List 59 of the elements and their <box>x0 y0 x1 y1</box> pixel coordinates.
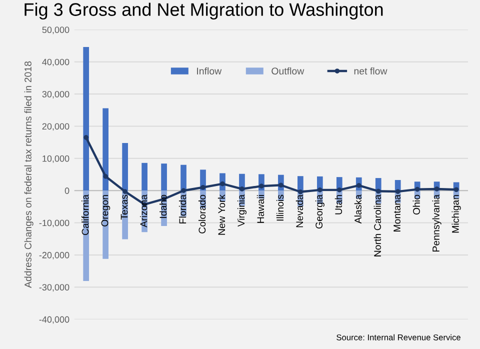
point <box>240 186 244 192</box>
point <box>317 188 322 192</box>
y-tick-label: 40,000 <box>42 58 70 66</box>
x-tick-label: Michigan <box>452 195 461 233</box>
chart-title: Fig 3 Gross and Net Migration to Washington <box>24 2 383 20</box>
point <box>103 174 108 179</box>
x-tick-label: Alaska <box>354 194 362 224</box>
point <box>395 189 400 194</box>
point <box>259 184 264 189</box>
legend-label: Inflow <box>197 67 222 75</box>
point <box>454 187 459 192</box>
bar <box>180 164 186 191</box>
bar <box>83 47 90 191</box>
point <box>376 188 381 194</box>
bar <box>375 178 382 191</box>
point <box>181 188 186 194</box>
x-tick-label: Pennsylvania <box>432 194 442 252</box>
bar <box>142 162 148 191</box>
y-tick-label: 50,000 <box>42 26 70 34</box>
point <box>414 186 420 192</box>
x-tick-label: Georgia <box>315 194 324 229</box>
point <box>298 189 303 194</box>
x-tick-label: Illinois <box>276 194 284 221</box>
x-tick-label: Nevada <box>296 194 304 228</box>
legend-label: net flow <box>354 67 388 75</box>
source-note: Source: Internal Revenue Service <box>336 334 460 340</box>
y-tick-label: 20,000 <box>42 123 70 131</box>
x-tick-label: Hawaii <box>256 195 264 223</box>
y-tick-label: 30,000 <box>42 91 70 98</box>
y-tick-label: -30,000 <box>39 284 70 292</box>
bar <box>102 108 108 191</box>
y-tick-label: 0 <box>64 188 70 194</box>
x-tick-label: Arizona <box>140 194 148 228</box>
x-tick-label: California <box>82 194 89 236</box>
bar <box>161 164 167 191</box>
x-tick-label: Colorado <box>198 194 206 234</box>
y-tick-label: -20,000 <box>39 252 70 260</box>
x-tick-label: Texas <box>120 194 128 220</box>
bar <box>298 176 304 191</box>
x-tick-label: Idaho <box>160 194 167 218</box>
bar <box>122 142 128 191</box>
point <box>200 184 206 190</box>
x-tick-label: Virginia <box>237 194 247 227</box>
x-tick-label: Utah <box>334 195 342 214</box>
x-tick-label: New York <box>218 194 226 235</box>
point <box>84 135 89 140</box>
y-tick-label: 10,000 <box>42 155 70 163</box>
y-tick-label: -10,000 <box>39 220 70 228</box>
x-tick-label: Montana <box>394 194 400 232</box>
point <box>122 189 128 194</box>
legend-label: Outflow <box>272 67 304 75</box>
bar <box>394 180 401 191</box>
x-tick-label: Florida <box>178 194 186 224</box>
point <box>336 188 342 192</box>
y-tick-label: -40,000 <box>39 316 70 324</box>
x-tick-label: Oregon <box>101 195 110 226</box>
x-tick-label: Ohio <box>412 194 420 215</box>
x-tick-label: North Carolina <box>374 194 381 256</box>
y-axis-title: Address Changes on federal tax returns filed in 2018 <box>24 61 34 288</box>
